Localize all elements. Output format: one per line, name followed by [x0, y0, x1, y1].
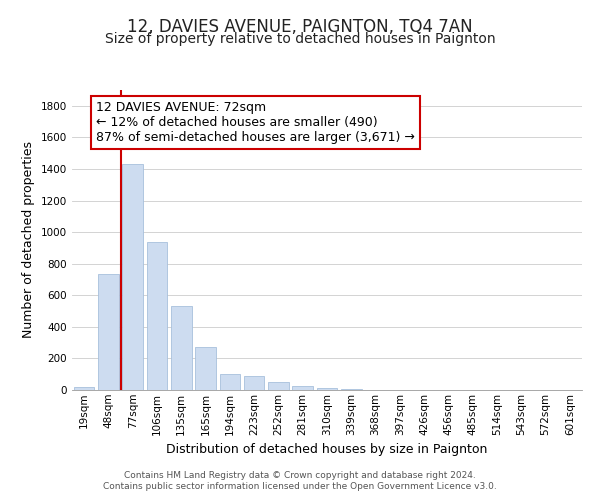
Bar — [220, 374, 240, 390]
Text: 12 DAVIES AVENUE: 72sqm
← 12% of detached houses are smaller (490)
87% of semi-d: 12 DAVIES AVENUE: 72sqm ← 12% of detache… — [96, 101, 415, 144]
Bar — [195, 348, 216, 390]
Text: Contains HM Land Registry data © Crown copyright and database right 2024.: Contains HM Land Registry data © Crown c… — [124, 471, 476, 480]
Bar — [341, 389, 362, 390]
Text: 12, DAVIES AVENUE, PAIGNTON, TQ4 7AN: 12, DAVIES AVENUE, PAIGNTON, TQ4 7AN — [127, 18, 473, 36]
Bar — [268, 382, 289, 390]
Bar — [98, 274, 119, 390]
Bar — [292, 386, 313, 390]
Bar — [171, 306, 191, 390]
Y-axis label: Number of detached properties: Number of detached properties — [22, 142, 35, 338]
Text: Contains public sector information licensed under the Open Government Licence v3: Contains public sector information licen… — [103, 482, 497, 491]
Bar — [146, 242, 167, 390]
Text: Size of property relative to detached houses in Paignton: Size of property relative to detached ho… — [104, 32, 496, 46]
Bar — [122, 164, 143, 390]
X-axis label: Distribution of detached houses by size in Paignton: Distribution of detached houses by size … — [166, 443, 488, 456]
Bar — [74, 387, 94, 390]
Bar — [244, 376, 265, 390]
Bar — [317, 388, 337, 390]
